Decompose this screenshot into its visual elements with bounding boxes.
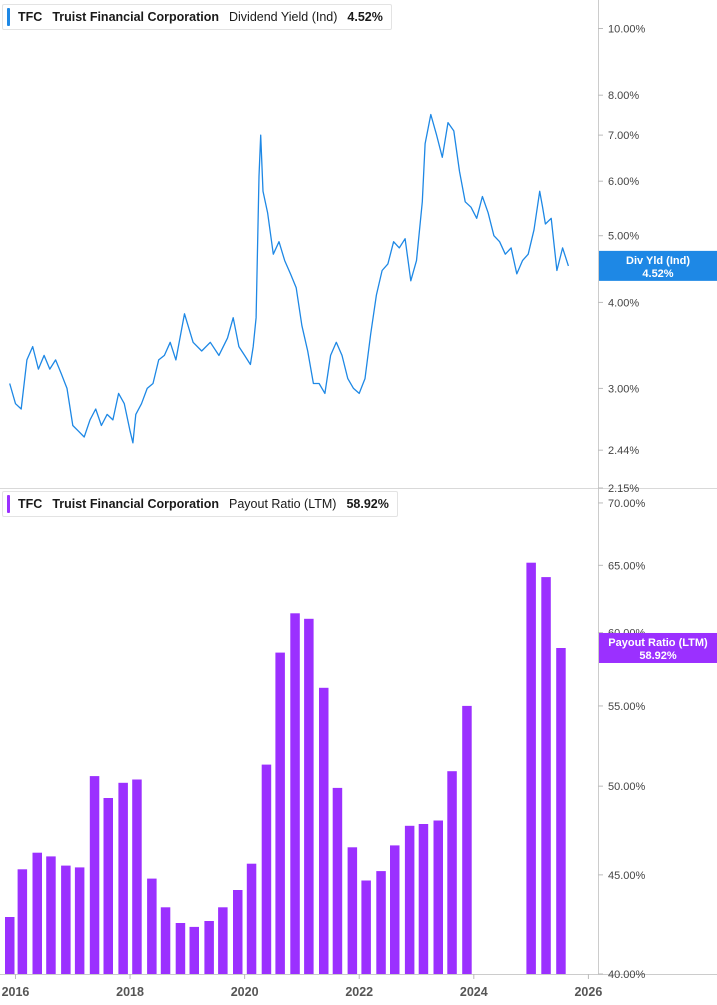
payout-bar	[32, 852, 42, 974]
payout-bar	[332, 787, 343, 974]
y-tick-label: 6.00%	[608, 176, 639, 188]
payout-bar	[261, 764, 272, 974]
y-tick-label: 2.15%	[608, 483, 639, 495]
y-tick-label: 65.00%	[608, 560, 646, 572]
payout-bar	[447, 771, 457, 974]
legend-ticker: TFC	[18, 10, 43, 24]
payout-bar	[74, 867, 85, 974]
y-tick-label: 40.00%	[608, 969, 646, 981]
payout-bar	[61, 865, 71, 974]
y-tick-label: 10.00%	[608, 23, 646, 35]
payout-bar	[290, 613, 300, 974]
payout-bar	[103, 798, 113, 974]
legend-company-name: Truist Financial Corporation	[52, 497, 219, 511]
current-value-flag-title: Div Yld (Ind)	[626, 255, 690, 267]
payout-bar	[46, 856, 56, 974]
payout-bar	[526, 562, 536, 974]
payout-bar	[5, 917, 15, 974]
payout-bar	[218, 907, 228, 974]
y-tick-label: 45.00%	[608, 870, 646, 882]
y-tick-label: 70.00%	[608, 498, 646, 510]
y-tick-label: 5.00%	[608, 231, 639, 243]
legend-dividend-yield: TFC Truist Financial Corporation Dividen…	[2, 4, 392, 30]
payout-bar	[319, 687, 329, 974]
payout-bar	[541, 577, 551, 974]
payout-bar	[347, 847, 358, 974]
current-value-flag-value: 58.92%	[639, 650, 677, 662]
x-tick-label: 2018	[116, 985, 144, 999]
payout-bar	[275, 652, 285, 974]
legend-payout-ratio: TFC Truist Financial Corporation Payout …	[2, 491, 398, 517]
y-tick-label: 8.00%	[608, 90, 639, 102]
payout-bar	[175, 923, 186, 974]
legend-value: 58.92%	[346, 497, 389, 511]
x-tick-label: 2024	[460, 985, 488, 999]
current-value-flag: Payout Ratio (LTM)58.92%	[599, 632, 717, 663]
payout-bar	[390, 845, 400, 974]
payout-bar	[233, 890, 243, 974]
legend-ticker: TFC	[18, 497, 43, 511]
legend-value: 4.52%	[347, 10, 383, 24]
y-tick-label: 55.00%	[608, 701, 646, 713]
y-tick-label: 3.00%	[608, 383, 639, 395]
payout-bar	[89, 776, 100, 974]
payout-bar	[376, 871, 386, 974]
payout-bar	[132, 779, 142, 974]
current-value-flag-bg	[599, 250, 717, 281]
y-tick-label: 2.44%	[608, 445, 639, 457]
legend-metric: Dividend Yield (Ind)	[229, 10, 338, 24]
payout-bar	[556, 648, 566, 974]
current-value-flag: Div Yld (Ind)4.52%	[599, 250, 717, 281]
payout-bar	[462, 705, 472, 974]
current-value-flag-bg	[599, 632, 717, 663]
y-tick-label: 50.00%	[608, 781, 646, 793]
x-tick-label: 2022	[345, 985, 373, 999]
payout-bar	[433, 820, 443, 974]
payout-bar	[189, 926, 199, 974]
y-tick-label: 7.00%	[608, 130, 639, 142]
payout-bar	[304, 618, 314, 974]
payout-bar	[17, 869, 28, 974]
payout-bar	[404, 825, 415, 974]
x-tick-label: 2026	[574, 985, 602, 999]
x-tick-label: 2020	[231, 985, 259, 999]
current-value-flag-value: 4.52%	[642, 268, 673, 280]
series-swatch-blue	[7, 8, 10, 26]
y-tick-label: 4.00%	[608, 297, 639, 309]
x-tick-label: 2016	[2, 985, 30, 999]
payout-bar	[160, 907, 171, 974]
current-value-flag-title: Payout Ratio (LTM)	[608, 637, 708, 649]
legend-company-name: Truist Financial Corporation	[52, 10, 219, 24]
payout-bar	[204, 921, 214, 974]
payout-bar	[246, 863, 257, 974]
payout-bar	[118, 782, 128, 974]
series-swatch-purple	[7, 495, 10, 513]
payout-bar	[147, 878, 157, 974]
legend-metric: Payout Ratio (LTM)	[229, 497, 337, 511]
payout-bar	[361, 880, 371, 974]
dividend-yield-line	[9, 113, 570, 444]
payout-bar	[418, 824, 429, 974]
